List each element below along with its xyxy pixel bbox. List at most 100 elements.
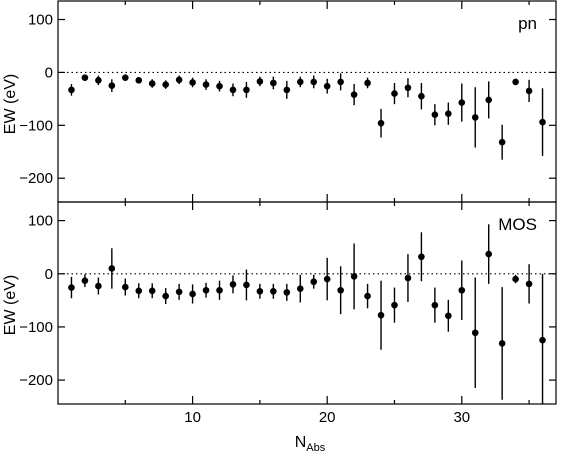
pn-data-point	[95, 77, 102, 84]
mos-x-axis-ticks: 10 20 30	[184, 409, 470, 426]
mos-data-point	[485, 250, 493, 258]
mos-data-point	[216, 286, 223, 294]
mos-plot-area	[57, 201, 557, 405]
mos-panel-label: MOS	[498, 215, 537, 234]
mos-data-point	[404, 274, 412, 282]
pn-data-point	[270, 79, 277, 87]
mos-data-point	[121, 283, 129, 291]
mos-data-point	[391, 301, 398, 309]
panel-mos: 100 0 −100 −200 10 20 30 MOS EW (eV)	[2, 201, 557, 426]
panel-pn: 100 0 −100 −200 pn EW (eV)	[2, 0, 557, 203]
pn-plot-area	[57, 0, 557, 203]
mos-data-point	[471, 329, 479, 337]
mos-data-point	[270, 288, 277, 295]
mos-data-point	[202, 286, 210, 294]
mos-data-point	[498, 340, 506, 347]
mos-y-tick-label: −100	[19, 319, 53, 336]
pn-y-tick-label: −200	[19, 170, 53, 187]
mos-data-point	[418, 253, 425, 261]
mos-data-point	[445, 312, 452, 320]
pn-data-point	[525, 87, 533, 95]
pn-data-point	[148, 80, 156, 87]
pn-data-point	[121, 74, 129, 81]
mos-data-point	[243, 281, 250, 289]
mos-x-tick-label: 30	[453, 409, 470, 426]
pn-data-point	[296, 78, 304, 86]
mos-data-point	[512, 275, 519, 283]
pn-data-point	[377, 119, 385, 127]
pn-data-point	[243, 86, 250, 94]
pn-data-points	[68, 73, 546, 160]
pn-data-point	[458, 99, 466, 106]
mos-y-tick-label: −200	[19, 372, 53, 389]
pn-data-point	[175, 76, 183, 84]
mos-data-point	[377, 311, 385, 319]
pn-data-point	[431, 111, 439, 119]
mos-data-point	[337, 286, 344, 294]
pn-data-point	[81, 74, 89, 81]
pn-data-point	[445, 110, 452, 117]
pn-data-point	[256, 78, 264, 85]
pn-data-point	[310, 78, 318, 86]
mos-data-point	[350, 273, 358, 280]
pn-data-point	[283, 86, 291, 94]
mos-data-point	[458, 286, 466, 294]
pn-data-point	[108, 82, 116, 89]
mos-data-point	[256, 288, 264, 295]
mos-plot-frame	[57, 201, 557, 405]
pn-data-point	[391, 90, 398, 97]
pn-data-point	[189, 79, 196, 86]
mos-data-point	[431, 301, 439, 309]
pn-data-point	[498, 138, 506, 146]
pn-data-point	[202, 81, 210, 88]
mos-data-point	[323, 275, 331, 283]
pn-data-point	[539, 118, 546, 126]
mos-data-point	[95, 282, 102, 290]
pn-data-point	[418, 92, 425, 100]
mos-y-axis-label: EW (eV)	[2, 275, 19, 335]
mos-data-point	[162, 292, 169, 300]
pn-data-point	[350, 91, 358, 98]
mos-x-tick-label: 10	[184, 409, 201, 426]
mos-data-point	[525, 280, 533, 288]
pn-data-point	[135, 77, 143, 84]
mos-y-tick-label: 0	[45, 266, 53, 283]
x-axis-label: NAbs	[295, 434, 326, 454]
mos-x-tick-label: 20	[319, 409, 336, 426]
mos-data-point	[68, 284, 75, 291]
mos-y-axis-ticks: 100 0 −100 −200	[19, 202, 556, 404]
mos-data-point	[310, 278, 318, 286]
mos-data-point	[364, 292, 371, 300]
pn-data-point	[364, 79, 371, 87]
pn-plot-frame	[57, 0, 557, 203]
pn-data-point	[229, 86, 237, 94]
mos-data-point	[108, 265, 116, 272]
pn-data-point	[337, 78, 344, 86]
mos-data-point	[296, 285, 304, 292]
pn-y-tick-label: 0	[45, 64, 53, 81]
mos-data-point	[539, 336, 546, 344]
mos-data-point	[283, 289, 291, 296]
mos-data-point	[148, 287, 156, 295]
x-axis-label-main: N	[295, 434, 307, 451]
mos-data-point	[175, 288, 183, 296]
pn-data-point	[216, 82, 223, 90]
mos-data-points	[68, 224, 546, 404]
pn-data-point	[323, 82, 331, 90]
pn-data-point	[512, 78, 519, 86]
pn-data-point	[485, 96, 493, 104]
mos-y-tick-label: 100	[28, 213, 53, 230]
x-axis-label-subscript: Abs	[306, 442, 325, 454]
pn-y-axis-ticks: 100 0 −100 −200	[19, 1, 556, 202]
mos-data-point	[189, 290, 196, 298]
pn-panel-label: pn	[518, 14, 537, 33]
pn-y-axis-label: EW (eV)	[2, 74, 19, 134]
mos-data-point	[135, 287, 143, 295]
pn-data-point	[471, 114, 479, 121]
mos-data-point	[229, 281, 237, 288]
pn-y-tick-label: 100	[28, 12, 53, 29]
pn-data-point	[404, 84, 412, 92]
pn-data-point	[162, 81, 169, 88]
pn-data-point	[68, 86, 75, 94]
